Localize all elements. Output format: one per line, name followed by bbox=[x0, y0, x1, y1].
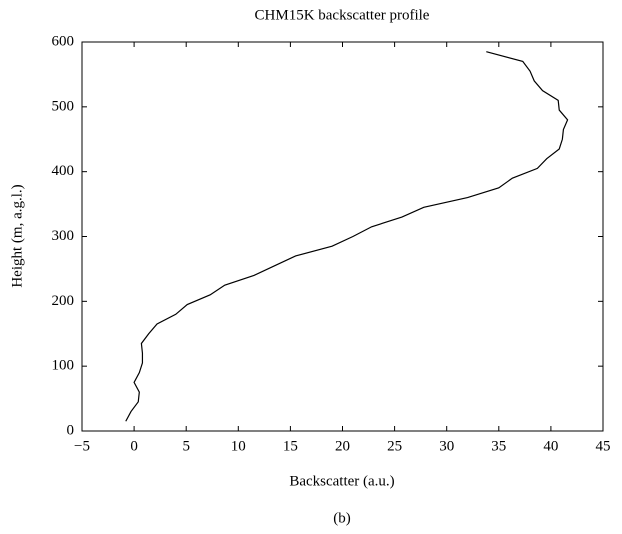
x-tick-label: 10 bbox=[231, 438, 246, 454]
caption: (b) bbox=[333, 510, 351, 526]
y-tick-label: 300 bbox=[52, 228, 75, 244]
y-tick-label: 100 bbox=[52, 358, 75, 374]
y-tick-label: 0 bbox=[67, 422, 75, 438]
x-tick-label: 15 bbox=[283, 438, 298, 454]
y-axis-label: Height (m, a.g.l.) bbox=[9, 184, 25, 287]
plot-frame bbox=[81, 41, 604, 432]
x-tick-label: 25 bbox=[387, 438, 402, 454]
x-tick-label: 0 bbox=[130, 438, 138, 454]
x-tick-label: −5 bbox=[74, 438, 90, 454]
x-tick-label: 40 bbox=[543, 438, 558, 454]
chart-title: CHM15K backscatter profile bbox=[255, 7, 430, 23]
y-tick-label: 600 bbox=[52, 33, 75, 49]
y-tick-label: 400 bbox=[52, 163, 75, 179]
x-tick-label: 5 bbox=[182, 438, 190, 454]
x-tick-label: 45 bbox=[596, 438, 611, 454]
y-tick-label: 500 bbox=[52, 98, 75, 114]
x-tick-label: 20 bbox=[335, 438, 350, 454]
profile-line bbox=[125, 51, 569, 422]
y-tick-label: 200 bbox=[52, 293, 75, 309]
x-tick-label: 35 bbox=[491, 438, 506, 454]
x-axis-label: Backscatter (a.u.) bbox=[289, 473, 394, 489]
x-tick-label: 30 bbox=[439, 438, 454, 454]
